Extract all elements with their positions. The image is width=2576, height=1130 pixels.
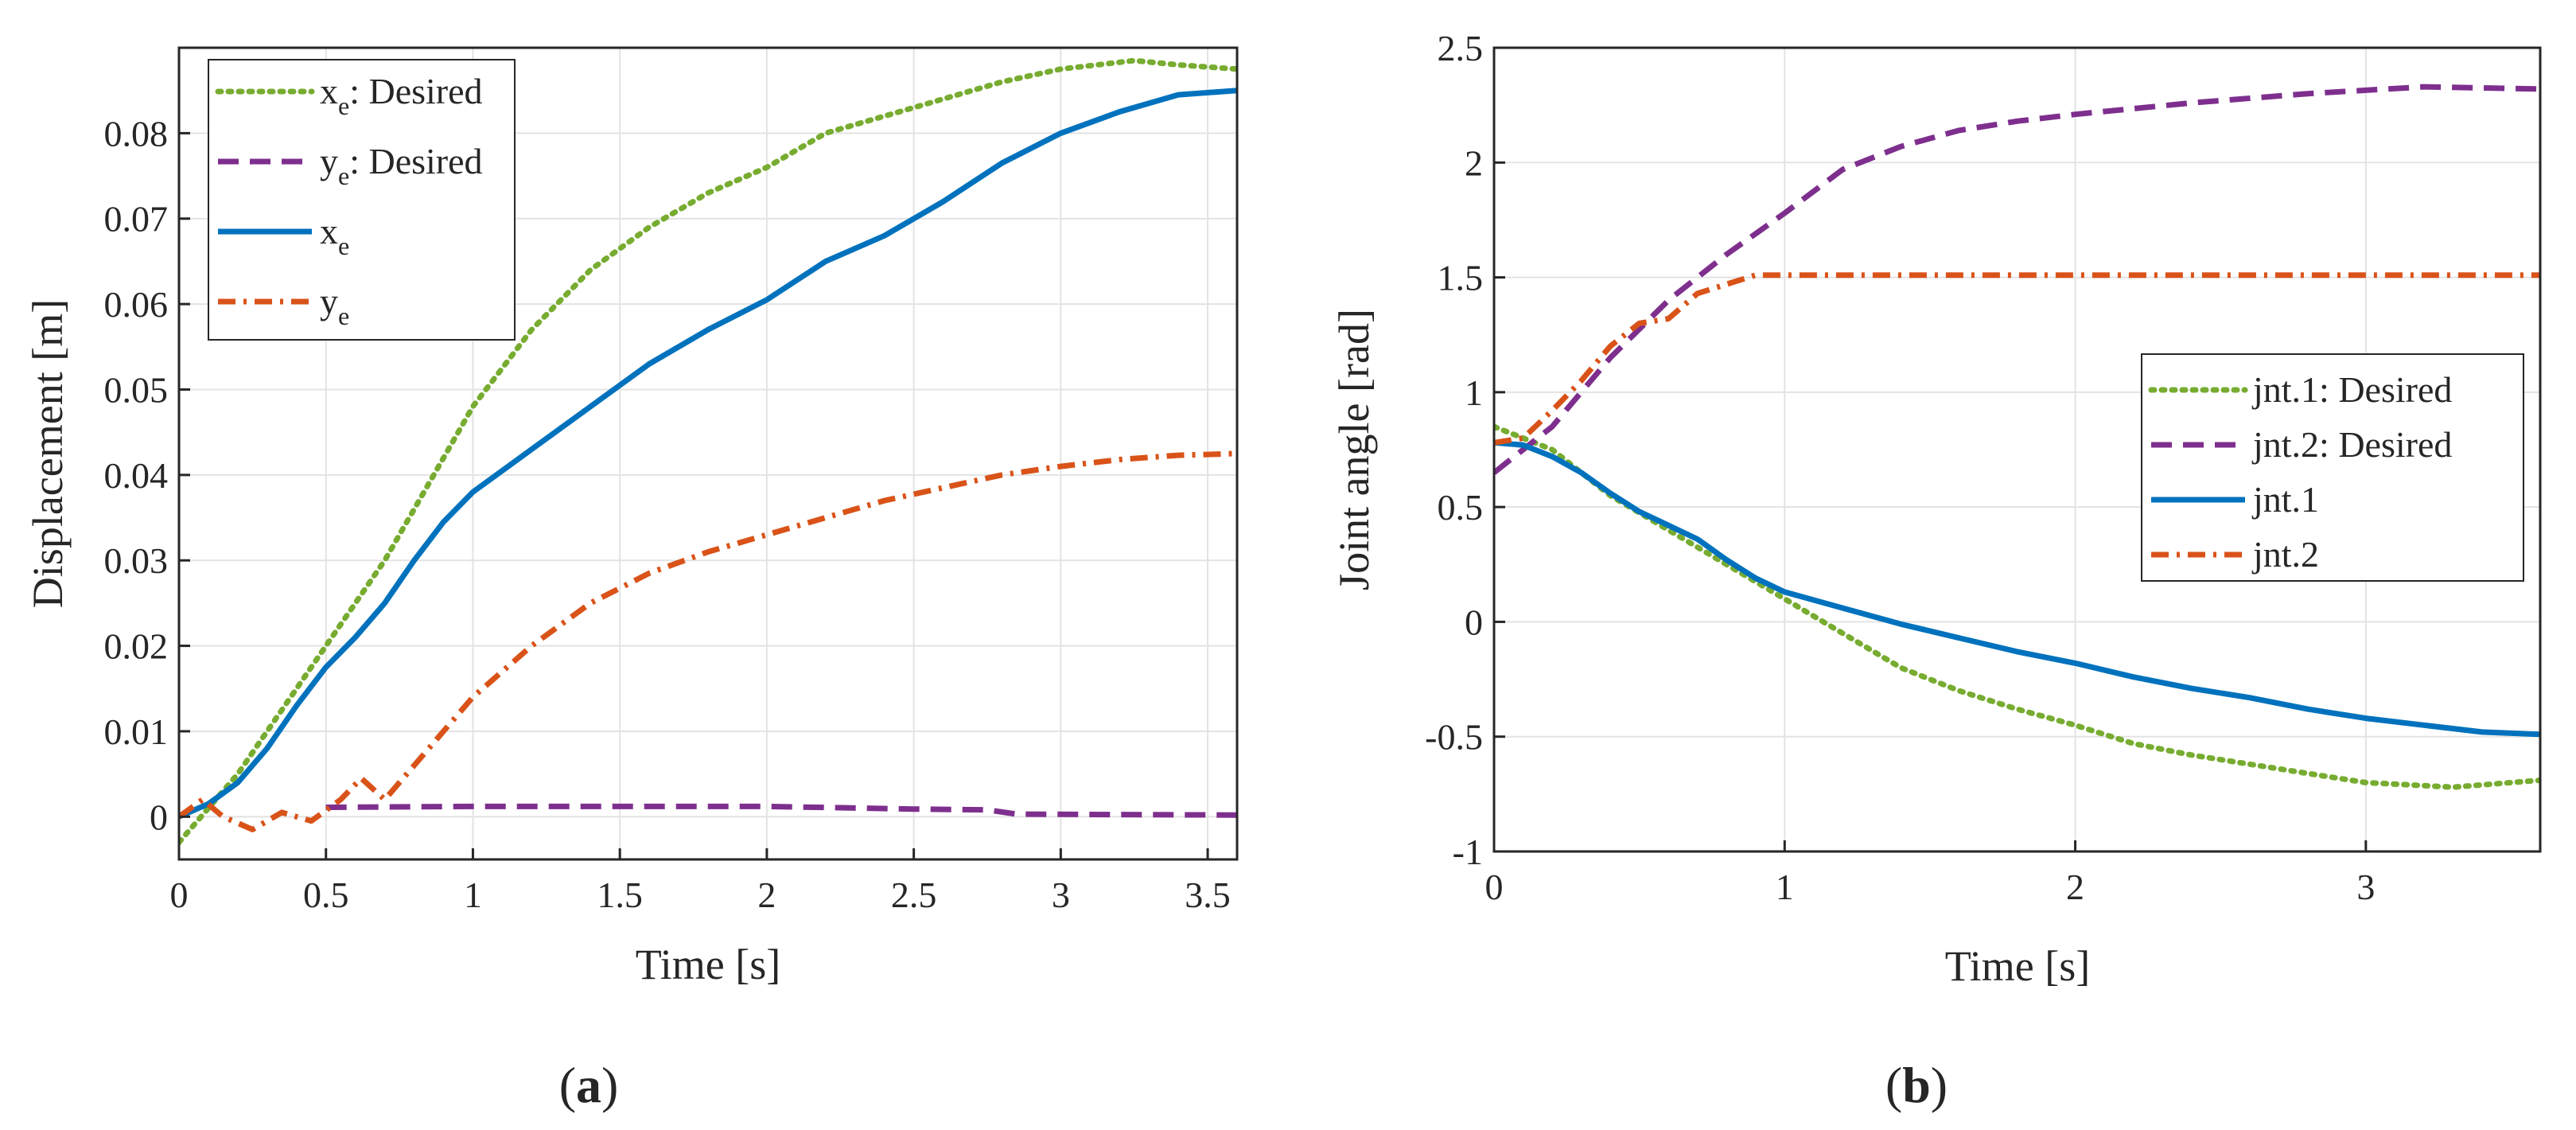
panel-a-series-line-4 [179, 450, 1237, 832]
panel-b-ticks: 0 1 2 3 -1 -0.5 0 0.5 1 1.5 2 2.5 [1425, 28, 2375, 907]
panel-a-ylabel: Displacement [m] [24, 299, 72, 608]
panel-a-caption: (a) [559, 1057, 619, 1113]
panel-b-ytick-label: -1 [1453, 832, 1483, 872]
panel-a-xtick-label: 3 [1052, 875, 1070, 915]
panel-a-axes-box [177, 46, 1239, 861]
panel-a-series [179, 57, 1237, 845]
panel-a-ytick-label: 0.03 [104, 540, 169, 581]
panel-b-series-line-1 [1494, 423, 2540, 790]
panel-a-xtick-label: 2 [757, 875, 776, 915]
panel-b-xtick-label: 3 [2356, 867, 2375, 907]
panel-b-series [1494, 84, 2540, 790]
panel-a-xtick-label: 1.5 [597, 875, 643, 915]
panel-b: 0 1 2 3 -1 -0.5 0 0.5 1 1.5 2 2.5 Time [s] Joint an… [1330, 28, 2542, 1113]
panel-a-ytick-label: 0.08 [104, 113, 169, 154]
panel-a-ytick-label: 0.04 [104, 455, 169, 496]
panel-b-legend-label: jnt.2 [2251, 534, 2319, 575]
panel-b-legend-label: jnt.1 [2251, 479, 2319, 520]
panel-b-ytick-label: 2.5 [1438, 28, 1484, 68]
panel-a-ytick-label: 0.02 [104, 626, 169, 667]
panel-a-xtick-label: 0.5 [303, 875, 349, 915]
panel-a-series-line-1 [179, 57, 1237, 845]
panel-a-ytick-label: 0.01 [104, 711, 169, 752]
panel-a-ytick-label: 0.06 [104, 284, 169, 325]
panel-b-xtick-label: 1 [1776, 867, 1794, 907]
panel-b-series-line-3 [1494, 439, 2540, 738]
panel-a-caption-letter: a [576, 1057, 601, 1113]
panel-b-xtick-label: 0 [1485, 867, 1504, 907]
panel-b-ytick-label: 1 [1465, 372, 1483, 413]
panel-b-legend-label: jnt.1: Desired [2251, 369, 2452, 410]
panel-b-series-line-2 [1494, 84, 2540, 475]
panel-a-ytick-label: 0.05 [104, 369, 169, 410]
panel-a-ytick-label: 0 [150, 797, 168, 837]
panel-b-legend-label: jnt.2: Desired [2251, 424, 2452, 465]
panel-b-xtick-label: 2 [2066, 867, 2084, 907]
panel-a-legend-box [208, 59, 516, 341]
panel-a-grid [179, 48, 1237, 859]
panel-a-series-line-2 [325, 803, 1237, 818]
panel-b-legend: jnt.1: Desired jnt.2: Desired jnt.1 jnt.2 [2141, 353, 2524, 582]
panel-a-legend-label: ye [320, 281, 349, 330]
panel-b-axes-box [1492, 46, 2542, 853]
panel-b-ytick-label: 0.5 [1438, 487, 1484, 528]
panel-a-ytick-label: 0.07 [104, 199, 169, 240]
panel-a-legend-label: ye: Desired [320, 141, 483, 190]
panel-a-xtick-label: 1 [464, 875, 482, 915]
panel-a-xlabel: Time [s] [636, 941, 781, 988]
panel-a-series-line-3 [179, 88, 1237, 820]
panel-a-xtick-label: 2.5 [891, 875, 937, 915]
panel-a: 0 0.5 1 1.5 2 2.5 3 3.5 0 0.01 0.02 0.03 0.04 0.05 0.0… [24, 46, 1239, 1113]
panel-b-series-line-4 [1494, 272, 2540, 446]
panel-b-ytick-label: 0 [1465, 602, 1483, 642]
panel-b-ytick-label: 1.5 [1438, 258, 1484, 298]
panel-b-xlabel: Time [s] [1945, 942, 2091, 990]
panel-b-ytick-label: -0.5 [1425, 717, 1483, 758]
panel-a-legend-label: xe [320, 211, 349, 260]
panel-a-xtick-label: 0 [170, 875, 189, 915]
panel-a-legend-label: xe: Desired [320, 71, 483, 120]
panel-b-caption-letter: b [1902, 1057, 1931, 1113]
panel-b-ytick-label: 2 [1465, 142, 1483, 183]
panel-b-ylabel: Joint angle [rad] [1330, 309, 1378, 590]
panel-a-xtick-label: 3.5 [1185, 875, 1231, 915]
panel-a-ticks: 0 0.5 1 1.5 2 2.5 3 3.5 0 0.01 0.02 0.03 0.04 0.05 0.0… [104, 113, 1231, 915]
panel-a-legend: xe: Desired ye: Desired xe ye [208, 59, 516, 341]
panel-b-caption: (b) [1885, 1057, 1948, 1113]
